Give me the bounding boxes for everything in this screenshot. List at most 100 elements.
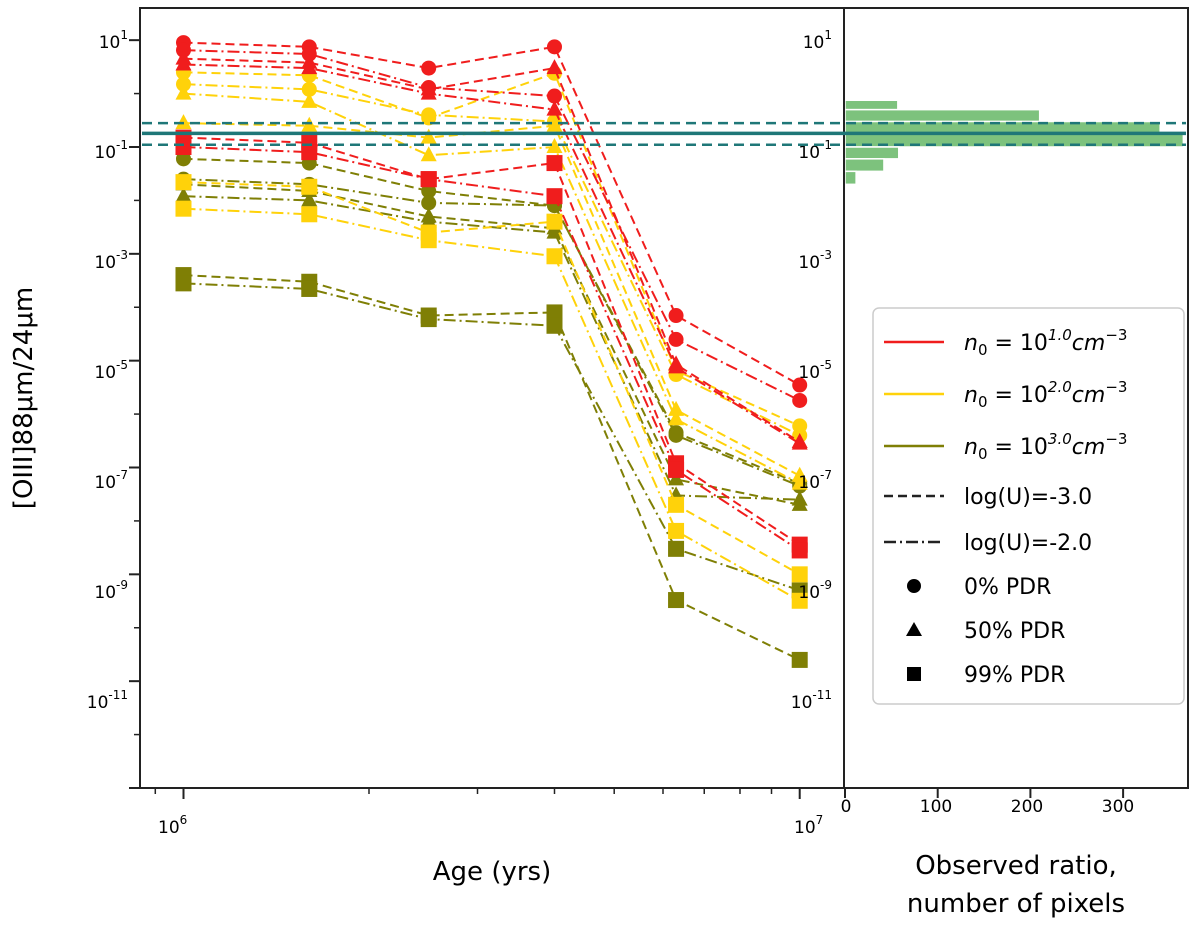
series-line xyxy=(183,178,801,487)
series-line xyxy=(183,282,801,592)
legend-label-pdr-99: 99% PDR xyxy=(964,663,1065,688)
series-line xyxy=(183,49,801,402)
marker-square xyxy=(301,280,318,297)
hist-y-tick-label: 10-3 xyxy=(798,248,832,273)
marker-circle xyxy=(668,308,684,324)
series-line xyxy=(183,145,801,552)
marker-triangle xyxy=(791,490,808,506)
marker-triangle xyxy=(546,100,563,116)
marker-square xyxy=(175,174,192,191)
y-tick-label: 10-3 xyxy=(94,248,128,273)
marker-circle xyxy=(301,81,317,97)
hist-y-tick-label: 10-1 xyxy=(798,138,832,163)
hist-x-tick-label: 300 xyxy=(1102,797,1134,817)
hist-y-tick-label: 10-9 xyxy=(798,578,832,603)
legend-label-pdr-0: 0% PDR xyxy=(964,575,1051,600)
main-y-tick-labels: 101 10-1 10-3 10-5 10-7 10-9 10-11 xyxy=(87,28,128,713)
histogram-bar xyxy=(844,108,1041,123)
y-tick-label: 10-1 xyxy=(94,138,128,163)
marker-circle xyxy=(421,107,437,123)
series-line xyxy=(183,63,801,445)
marker-square xyxy=(668,592,685,609)
legend-label-n0-1e3: n0 = 103.0cm−3 xyxy=(964,430,1127,463)
series-line xyxy=(183,157,801,485)
y-tick-label: 101 xyxy=(99,28,128,53)
marker-circle xyxy=(792,392,808,408)
marker-triangle xyxy=(668,358,685,374)
marker-square xyxy=(791,651,808,668)
series-line xyxy=(183,274,801,661)
marker-square xyxy=(668,461,685,478)
main-plot: 106 107 101 10-1 10-3 10-5 10-7 10-9 10-… xyxy=(9,7,845,887)
series-line xyxy=(183,207,801,602)
marker-circle xyxy=(546,39,562,55)
histogram-bar xyxy=(844,120,1161,135)
legend-marker-triangle xyxy=(906,622,922,636)
histogram-y-tick-labels: 101 10-1 10-3 10-5 10-7 10-9 10-11 xyxy=(791,28,832,713)
marker-circle xyxy=(421,195,437,211)
marker-circle xyxy=(546,88,562,104)
marker-circle xyxy=(668,331,684,347)
marker-triangle xyxy=(546,116,563,132)
marker-square xyxy=(420,232,437,249)
histogram-frame xyxy=(843,7,1189,789)
marker-triangle xyxy=(301,191,318,207)
marker-circle xyxy=(668,427,684,443)
hist-x-tick-label: 100 xyxy=(920,797,952,817)
marker-square xyxy=(175,275,192,292)
marker-triangle xyxy=(791,434,808,450)
legend: n0 = 101.0cm−3 n0 = 102.0cm−3 n0 = 103.0… xyxy=(872,307,1185,705)
y-axis-title: [OIII]88μm/24μm xyxy=(9,287,39,509)
marker-circle xyxy=(175,151,191,167)
y-tick-label: 10-7 xyxy=(94,468,128,493)
marker-triangle xyxy=(175,187,192,203)
series-line xyxy=(183,41,801,386)
series-line xyxy=(183,83,801,437)
marker-triangle xyxy=(668,400,685,416)
marker-square xyxy=(668,522,685,539)
main-plot-area xyxy=(140,8,844,788)
histogram-bar xyxy=(844,146,900,160)
histogram-bar xyxy=(844,158,885,173)
marker-square xyxy=(301,206,318,223)
hist-y-tick-label: 10-7 xyxy=(798,468,832,493)
marker-triangle xyxy=(175,114,192,130)
marker-triangle xyxy=(546,137,563,153)
marker-square xyxy=(301,178,318,195)
hist-y-tick-label: 10-5 xyxy=(798,358,832,383)
histogram-bars xyxy=(844,99,1185,186)
model-series xyxy=(175,35,808,668)
marker-square xyxy=(546,317,563,334)
marker-triangle xyxy=(791,466,808,482)
series-line xyxy=(183,57,801,443)
marker-triangle xyxy=(301,59,318,75)
histogram-bar xyxy=(844,170,857,186)
marker-square xyxy=(420,311,437,328)
y-tick-label: 10-9 xyxy=(94,578,128,603)
marker-square xyxy=(420,171,437,188)
marker-square xyxy=(791,566,808,583)
x-tick-label-1e7: 107 xyxy=(794,813,823,838)
legend-label-n0-1e1: n0 = 101.0cm−3 xyxy=(964,326,1127,359)
marker-triangle xyxy=(546,59,563,75)
histogram-x-ticks xyxy=(844,788,1125,798)
marker-triangle xyxy=(546,223,563,239)
main-y-ticks xyxy=(129,39,140,789)
legend-marker-circle xyxy=(907,579,921,593)
marker-circle xyxy=(421,183,437,199)
marker-triangle xyxy=(791,474,808,490)
marker-square xyxy=(175,200,192,217)
legend-label-logu-3: log(U)=-3.0 xyxy=(964,485,1092,510)
marker-square xyxy=(668,496,685,513)
series-line xyxy=(183,92,801,485)
legend-label-pdr-50: 50% PDR xyxy=(964,619,1065,644)
marker-triangle xyxy=(175,55,192,71)
hist-x-tick-label: 200 xyxy=(1011,797,1043,817)
legend-label-logu-2: log(U)=-2.0 xyxy=(964,531,1092,556)
legend-box xyxy=(872,307,1185,705)
marker-square xyxy=(175,138,192,155)
marker-circle xyxy=(421,60,437,76)
legend-label-n0-1e2: n0 = 102.0cm−3 xyxy=(964,378,1127,411)
marker-square xyxy=(668,540,685,557)
